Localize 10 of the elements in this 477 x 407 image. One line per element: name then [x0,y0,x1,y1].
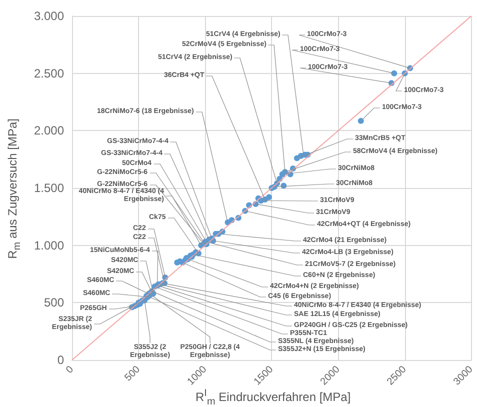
y-tick-label: 1.500 [34,181,64,195]
x-axis-title: R$^{I}$$_{m}$ Eindruckverfahren [MPa] [196,388,351,407]
y-tick-label: 1.000 [34,238,64,252]
y-tick-label: 3.000 [34,9,64,23]
x-tick-label: 0 [64,364,76,376]
y-tick-label: 2.000 [34,124,64,138]
x-tick-label: 500 [122,364,143,384]
y-tick-label: 0 [57,353,64,367]
y-tick-label: 2.500 [34,66,64,80]
y-tick-label: 500 [44,296,64,310]
